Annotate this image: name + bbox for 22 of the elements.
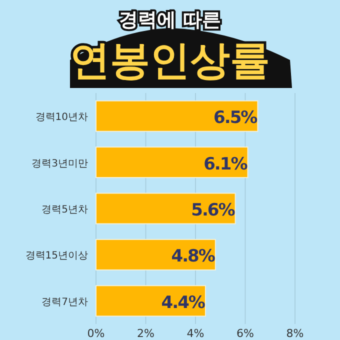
data-label: 4.4% bbox=[161, 292, 206, 313]
data-label: 4.8% bbox=[171, 246, 216, 267]
data-label: 5.6% bbox=[191, 200, 236, 220]
x-tick-label: 8% bbox=[286, 327, 304, 340]
chart-subtitle: 연봉인상률 bbox=[70, 38, 270, 84]
bar bbox=[96, 100, 258, 132]
y-tick-label: 경력10년차 bbox=[35, 112, 88, 124]
x-tick-label: 6% bbox=[236, 327, 254, 340]
bar bbox=[96, 238, 216, 270]
data-label: 6.1% bbox=[204, 154, 248, 174]
x-tick-label: 0% bbox=[87, 327, 105, 340]
x-tick-label: 2% bbox=[137, 327, 154, 340]
data-label: 6.5% bbox=[214, 108, 258, 128]
bar bbox=[96, 146, 248, 178]
y-tick-label: 경력3년미만 bbox=[32, 158, 88, 170]
y-tick-label: 경력7년차 bbox=[42, 296, 88, 308]
chart-title: 경력에 따른 bbox=[119, 9, 221, 31]
bar bbox=[96, 285, 206, 317]
y-tick-label: 경력15년이상 bbox=[25, 250, 88, 262]
x-tick-label: 4% bbox=[186, 327, 204, 340]
bar bbox=[96, 192, 236, 224]
y-tick-label: 경력5년차 bbox=[42, 204, 88, 216]
